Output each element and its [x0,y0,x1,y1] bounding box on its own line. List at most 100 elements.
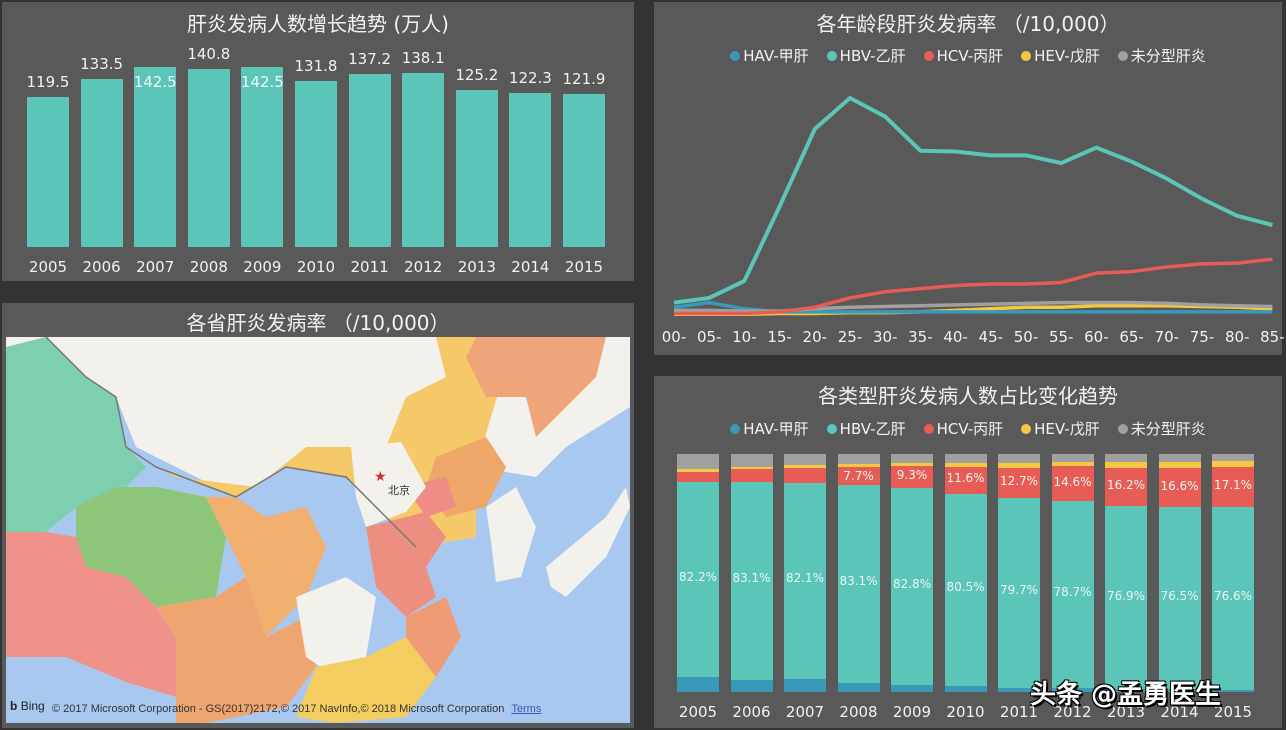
segment-未分型肝炎[interactable] [1212,454,1254,461]
segment-HBV-乙肝[interactable]: 76.6% [1212,507,1254,690]
legend-item-hev[interactable]: HEV-戊肝 [1021,45,1100,66]
segment-未分型肝炎[interactable] [1158,454,1201,463]
segment-HBV-乙肝[interactable]: 76.9% [1105,506,1147,690]
line-HCV-丙肝[interactable] [674,257,1273,316]
legend-item-hbv[interactable]: HBV-乙肝 [826,418,906,439]
segment-HBV-乙肝[interactable]: 80.5% [944,494,987,686]
segment-HAV-甲肝[interactable] [677,677,719,692]
legend-item-hav[interactable]: HAV-甲肝 [730,418,809,439]
terms-link[interactable]: Terms [511,703,542,715]
segment-未分型肝炎[interactable] [1105,454,1147,463]
segment-HBV-乙肝[interactable]: 83.1% [730,482,773,680]
stacked-bar-2007[interactable]: 82.1% [784,454,826,692]
bar-2013[interactable] [455,89,498,247]
segment-HAV-甲肝[interactable] [891,685,933,692]
segment-HCV-丙肝[interactable]: 9.3% [891,466,933,489]
legend-item-unclassified[interactable]: 未分型肝炎 [1117,418,1206,439]
segment-未分型肝炎[interactable] [730,454,773,467]
segment-HCV-丙肝[interactable]: 12.7% [998,467,1040,499]
segment-HEV-戊肝[interactable] [677,468,719,472]
segment-HAV-甲肝[interactable] [1158,689,1201,692]
stacked-bar-2011[interactable]: 79.7% 12.7% [998,454,1040,692]
segment-HBV-乙肝[interactable]: 79.7% [998,498,1040,688]
segment-HEV-戊肝[interactable] [891,463,933,467]
legend-item-hav[interactable]: HAV-甲肝 [730,45,809,66]
segment-未分型肝炎[interactable] [944,454,987,463]
segment-HCV-丙肝[interactable] [730,469,773,483]
legend-item-unclassified[interactable]: 未分型肝炎 [1117,45,1206,66]
segment-HEV-戊肝[interactable] [730,466,773,470]
segment-value-label: 82.1% [785,571,825,586]
bar-2008[interactable] [187,69,230,247]
segment-未分型肝炎[interactable] [677,454,719,469]
bar-2009[interactable] [241,67,284,247]
segment-HCV-丙肝[interactable]: 16.2% [1105,467,1147,507]
stacked-bar-2015[interactable]: 76.6% 17.1% [1212,454,1254,692]
segment-HAV-甲肝[interactable] [1051,688,1094,692]
stacked-bar-2005[interactable]: 82.2% [677,454,719,692]
segment-HAV-甲肝[interactable] [837,682,880,692]
segment-HCV-丙肝[interactable]: 16.6% [1158,467,1201,508]
stacked-bar-2006[interactable]: 83.1% [730,454,773,692]
legend-item-hcv[interactable]: HCV-丙肝 [923,418,1003,439]
segment-HEV-戊肝[interactable] [1158,462,1201,468]
beijing-marker[interactable]: ★ [374,469,387,485]
line-HBV-乙肝[interactable] [673,96,1273,305]
bar-2014[interactable] [509,93,552,247]
segment-HEV-戊肝[interactable] [837,464,880,467]
stacked-bar-2013[interactable]: 76.9% 16.2% [1105,454,1147,692]
segment-HEV-戊肝[interactable] [1212,460,1254,467]
segment-未分型肝炎[interactable] [998,454,1040,464]
bar-2006[interactable] [80,78,123,247]
segment-HEV-戊肝[interactable] [1105,462,1147,468]
segment-HCV-丙肝[interactable] [677,471,719,482]
segment-HAV-甲肝[interactable] [998,687,1040,692]
segment-HBV-乙肝[interactable]: 78.7% [1051,501,1094,689]
x-axis-label: 2010 [296,258,336,276]
segment-HBV-乙肝[interactable]: 82.8% [891,488,933,686]
bar-2007[interactable] [134,67,177,247]
segment-HAV-甲肝[interactable] [1105,689,1147,692]
segment-HAV-甲肝[interactable] [944,685,987,692]
segment-HCV-丙肝[interactable] [784,468,826,484]
x-axis-label: 2015 [564,258,604,276]
legend-item-hbv[interactable]: HBV-乙肝 [826,45,906,66]
stacked-bar-2008[interactable]: 83.1% 7.7% [837,454,880,692]
segment-未分型肝炎[interactable] [837,454,880,464]
segment-HBV-乙肝[interactable]: 76.5% [1158,507,1201,690]
legend-item-hev[interactable]: HEV-戊肝 [1021,418,1100,439]
segment-HAV-甲肝[interactable] [784,678,826,692]
bar-2015[interactable] [563,93,605,247]
segment-HCV-丙肝[interactable]: 7.7% [837,466,880,485]
segment-HEV-戊肝[interactable] [944,462,987,467]
segment-HBV-乙肝[interactable]: 82.2% [677,481,719,678]
segment-HAV-甲肝[interactable] [730,679,773,692]
segment-HEV-戊肝[interactable] [998,463,1040,468]
x-axis-label: 30- [872,328,898,346]
bar-2010[interactable] [295,80,337,247]
segment-未分型肝炎[interactable] [784,454,826,466]
bar-2012[interactable] [402,72,445,247]
bar-value-label: 140.8 [187,45,231,64]
stacked-bar-2014[interactable]: 76.5% 16.6% [1158,454,1201,692]
x-axis-label: 05- [696,328,722,346]
x-axis-label: 2009 [243,258,282,276]
segment-HCV-丙肝[interactable]: 14.6% [1051,466,1094,502]
segment-HAV-甲肝[interactable] [1212,689,1254,692]
segment-HEV-戊肝[interactable] [1051,461,1094,467]
province-map[interactable]: ★ 北京 b Bing © 2017 Microsoft Corporation… [6,337,630,723]
cases-chart-panel: 肝炎发病人数增长趋势 (万人) 119.5 2005 133.5 2006 142.5 2… [2,2,634,281]
segment-HBV-乙肝[interactable]: 83.1% [837,484,880,683]
segment-HCV-丙肝[interactable]: 11.6% [944,466,987,495]
segment-未分型肝炎[interactable] [891,454,933,464]
segment-未分型肝炎[interactable] [1051,454,1094,462]
segment-HCV-丙肝[interactable]: 17.1% [1212,466,1254,508]
segment-HBV-乙肝[interactable]: 82.1% [784,483,826,679]
legend-item-hcv[interactable]: HCV-丙肝 [923,45,1003,66]
bar-2011[interactable] [348,73,391,247]
segment-HEV-戊肝[interactable] [784,465,826,469]
bar-2005[interactable] [27,97,69,247]
stacked-bar-2009[interactable]: 82.8% 9.3% [891,454,933,692]
stacked-bar-2010[interactable]: 80.5% 11.6% [944,454,987,692]
stacked-bar-2012[interactable]: 78.7% 14.6% [1051,454,1094,692]
